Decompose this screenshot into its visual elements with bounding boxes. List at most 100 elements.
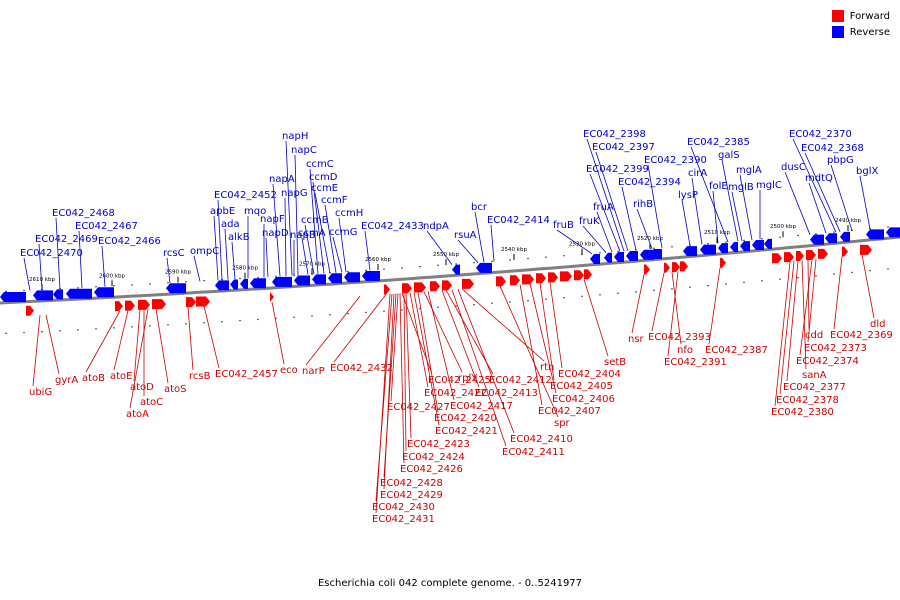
guide-dot-bottom — [869, 270, 871, 272]
forward-gene-label: EC042_2406 — [552, 394, 615, 405]
reverse-gene-leader — [636, 208, 653, 249]
guide-dot-bottom — [635, 291, 637, 293]
reverse-gene-feature — [840, 231, 850, 242]
reverse-gene-feature — [328, 273, 342, 284]
reverse-gene-label: mqo — [244, 206, 266, 217]
forward-gene-leader — [305, 295, 361, 366]
guide-dot-bottom — [509, 301, 511, 303]
reverse-gene-label: EC042_2390 — [644, 155, 707, 166]
forward-gene-label: EC042_2429 — [380, 490, 443, 501]
reverse-gene-label: ompC — [190, 246, 219, 257]
reverse-gene-label: cirA — [688, 168, 707, 179]
reverse-gene-feature — [886, 227, 900, 238]
forward-gene-label: EC042_2380 — [771, 407, 834, 418]
reverse-gene-leader — [272, 183, 281, 277]
reverse-gene-feature — [590, 253, 600, 264]
reverse-gene-leader — [457, 239, 479, 263]
reverse-gene-label: mdtQ — [805, 173, 833, 184]
reverse-gene-feature — [752, 240, 764, 251]
reverse-gene-feature — [626, 250, 638, 261]
guide-dot-top — [401, 267, 403, 269]
forward-gene-label: EC042_2430 — [372, 502, 435, 513]
guide-dot-bottom — [41, 331, 43, 333]
reverse-gene-label: mglB — [728, 182, 754, 193]
reverse-gene-label: galS — [718, 150, 740, 161]
guide-dot-bottom — [887, 268, 889, 270]
guide-dot-bottom — [671, 288, 673, 290]
guide-dot-top — [419, 266, 421, 268]
forward-gene-leader — [539, 282, 555, 381]
guide-dot-bottom — [383, 310, 385, 312]
scale-tick-label: 2610 kbp — [29, 277, 55, 283]
forward-gene-label: rtn — [540, 362, 554, 373]
reverse-gene-label: EC042_2368 — [801, 143, 864, 154]
forward-gene-feature — [152, 299, 166, 310]
reverse-gene-feature — [683, 246, 697, 257]
reverse-gene-feature — [650, 248, 662, 259]
reverse-gene-label: ndpA — [423, 221, 449, 232]
scale-tick-label: 2560 kbp — [365, 257, 391, 263]
reverse-gene-leader — [338, 217, 347, 273]
forward-gene-feature — [672, 262, 680, 273]
reverse-gene-feature — [230, 279, 238, 290]
reverse-gene-label: EC042_2385 — [687, 137, 750, 148]
reverse-gene-leader — [312, 181, 325, 274]
reverse-gene-leader — [739, 174, 753, 241]
guide-dot-top — [545, 256, 547, 258]
reverse-gene-leader — [55, 217, 61, 290]
reverse-gene-leader — [691, 177, 703, 245]
guide-dot-bottom — [221, 321, 223, 323]
forward-gene-label: EC042_2423 — [407, 439, 470, 450]
guide-dot-top — [617, 250, 619, 252]
guide-dot-bottom — [365, 311, 367, 313]
forward-gene-feature — [772, 253, 782, 264]
reverse-gene-leader — [808, 182, 827, 234]
forward-gene-leader — [399, 293, 405, 464]
guide-dot-top — [131, 284, 133, 286]
guide-dot-top — [437, 264, 439, 266]
guide-dot-top — [383, 268, 385, 270]
guide-dot-top — [887, 226, 889, 228]
guide-dot-bottom — [347, 313, 349, 315]
forward-gene-leader — [807, 259, 817, 343]
reverse-gene-leader — [217, 199, 223, 281]
reverse-gene-label: ccmG — [329, 227, 358, 238]
guide-dot-top — [185, 281, 187, 283]
guide-dot-bottom — [617, 292, 619, 294]
reverse-gene-label: ccmA — [298, 228, 326, 239]
reverse-gene-label: fruK — [579, 216, 600, 227]
reverse-gene-leader — [426, 230, 453, 265]
forward-gene-feature — [806, 250, 816, 261]
reverse-gene-leader — [792, 138, 837, 233]
reverse-gene-leader — [556, 229, 593, 255]
forward-gene-label: EC042_2420 — [434, 413, 497, 424]
reverse-gene-label: ada — [221, 219, 240, 230]
guide-dot-top — [671, 246, 673, 248]
guide-dot-bottom — [185, 323, 187, 325]
reverse-gene-label: EC042_2469 — [35, 234, 98, 245]
forward-gene-leader — [203, 305, 220, 369]
genome-backbone — [0, 235, 900, 305]
guide-dot-bottom — [581, 295, 583, 297]
reverse-gene-leader — [101, 245, 106, 287]
guide-dot-top — [653, 247, 655, 249]
forward-gene-leader — [32, 315, 41, 387]
guide-dot-bottom — [797, 276, 799, 279]
guide-dot-top — [743, 239, 745, 241]
legend-reverse[interactable]: Reverse — [831, 24, 890, 40]
guide-dot-bottom — [275, 317, 277, 319]
reverse-gene-feature — [53, 289, 63, 300]
reverse-gene-label: EC042_2399 — [586, 164, 649, 175]
reverse-gene-feature — [866, 229, 884, 240]
reverse-gene-label: apbE — [210, 206, 235, 217]
reverse-gene-label: dusC — [781, 162, 806, 173]
guide-dot-bottom — [77, 329, 79, 331]
scale-tick-label: 2540 kbp — [501, 247, 527, 253]
forward-gene-label: EC042_2405 — [550, 381, 613, 392]
forward-gene-label: atoD — [130, 382, 154, 393]
forward-gene-leader — [786, 260, 799, 382]
legend-forward[interactable]: Forward — [831, 8, 890, 24]
forward-gene-feature — [644, 264, 650, 275]
reverse-gene-leader — [690, 146, 729, 243]
guide-dot-bottom — [257, 318, 259, 321]
